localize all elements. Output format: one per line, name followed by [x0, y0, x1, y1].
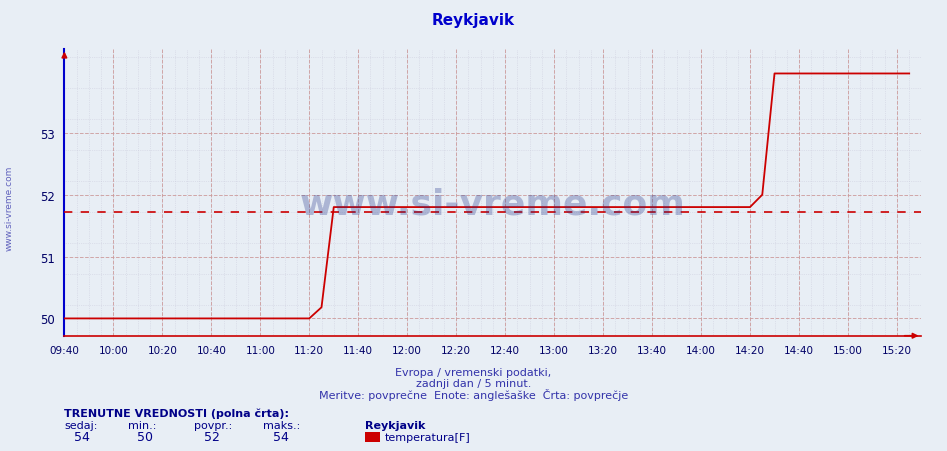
Text: www.si-vreme.com: www.si-vreme.com: [300, 187, 686, 221]
Text: sedaj:: sedaj:: [64, 420, 98, 430]
Text: 54: 54: [273, 430, 289, 443]
Text: 50: 50: [137, 430, 153, 443]
Text: min.:: min.:: [128, 420, 156, 430]
Text: Meritve: povprečne  Enote: anglešaške  Črta: povprečje: Meritve: povprečne Enote: anglešaške Črt…: [319, 389, 628, 400]
Text: www.si-vreme.com: www.si-vreme.com: [5, 165, 14, 250]
Text: 54: 54: [74, 430, 90, 443]
Text: TRENUTNE VREDNOSTI (polna črta):: TRENUTNE VREDNOSTI (polna črta):: [64, 407, 290, 418]
Text: povpr.:: povpr.:: [194, 420, 232, 430]
Text: Evropa / vremenski podatki,: Evropa / vremenski podatki,: [396, 367, 551, 377]
Text: Reykjavik: Reykjavik: [432, 13, 515, 28]
Text: Reykjavik: Reykjavik: [365, 420, 425, 430]
Text: temperatura[F]: temperatura[F]: [384, 432, 471, 442]
Text: 52: 52: [204, 430, 220, 443]
Text: zadnji dan / 5 minut.: zadnji dan / 5 minut.: [416, 378, 531, 388]
Text: maks.:: maks.:: [263, 420, 300, 430]
